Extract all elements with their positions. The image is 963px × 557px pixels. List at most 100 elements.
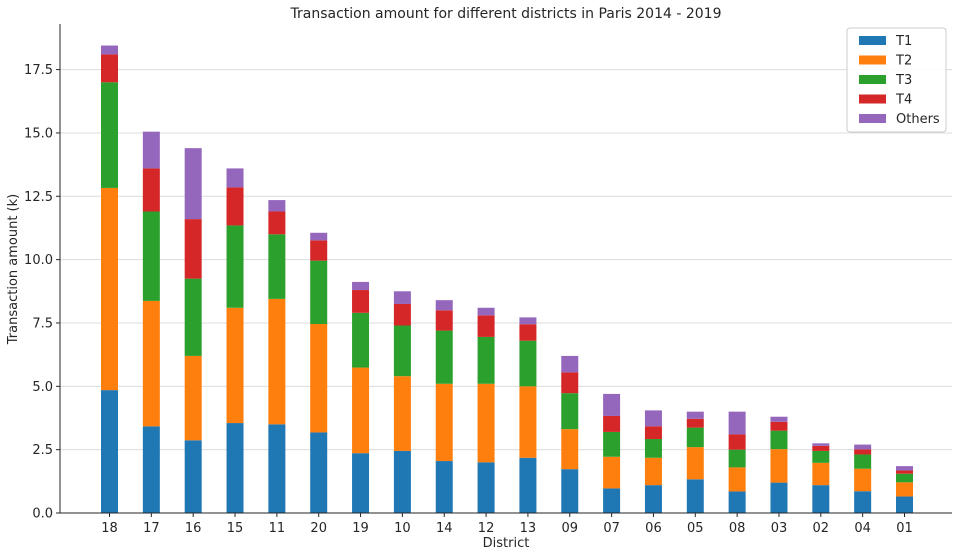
legend-frame (846, 27, 947, 133)
bar-t4-10 (393, 303, 411, 326)
y-tick-label: 17.5 (24, 63, 53, 78)
bar-t2-12 (477, 383, 495, 463)
bar-t4-07 (603, 415, 621, 432)
bar-others-20 (310, 232, 328, 241)
bar-t3-07 (603, 431, 621, 457)
x-tick-label: 19 (352, 521, 369, 536)
bar-t4-16 (184, 219, 202, 279)
legend-label-t4: T4 (895, 93, 912, 108)
bar-t1-07 (603, 488, 621, 513)
x-tick-label: 06 (645, 521, 662, 536)
bar-t3-02 (812, 450, 830, 463)
legend-label-t2: T2 (895, 54, 912, 69)
y-tick-label: 5.0 (32, 380, 53, 395)
bar-others-14 (435, 300, 453, 311)
bar-t2-17 (142, 300, 160, 427)
bar-t3-05 (686, 427, 704, 448)
bar-t3-09 (561, 393, 579, 430)
x-tick-label: 14 (436, 521, 453, 536)
bar-t1-04 (854, 491, 872, 513)
bar-t3-10 (393, 325, 411, 377)
x-tick-label: 05 (687, 521, 704, 536)
bar-t4-05 (686, 418, 704, 428)
bar-t1-05 (686, 479, 704, 513)
legend: T1 T2 T3 T4 Others (846, 27, 947, 133)
bar-others-11 (268, 200, 286, 212)
bar-t1-03 (770, 482, 788, 513)
x-tick-label: 07 (603, 521, 620, 536)
bar-t3-04 (854, 454, 872, 469)
bar-t2-18 (101, 187, 118, 391)
x-tick-label: 12 (478, 521, 495, 536)
x-tick-label: 04 (854, 521, 871, 536)
bar-t3-13 (519, 340, 537, 387)
bar-others-17 (142, 131, 160, 169)
bar-t3-12 (477, 336, 495, 384)
bar-others-05 (686, 411, 704, 419)
bar-t4-20 (310, 240, 328, 261)
bar-t2-01 (896, 482, 913, 497)
bar-t3-17 (142, 211, 160, 301)
bar-t3-14 (435, 330, 453, 384)
bar-others-01 (896, 466, 913, 471)
x-tick-label: 18 (101, 521, 118, 536)
axes (59, 24, 952, 514)
x-axis-label: District (483, 536, 530, 551)
bar-t4-15 (226, 187, 244, 226)
x-tick-label: 08 (729, 521, 746, 536)
x-ticks: 18 17 16 15 11 20 19 10 14 12 13 09 07 06 05 08 03 02 04 01 (101, 513, 913, 536)
bar-t1-14 (435, 461, 453, 513)
bar-t3-15 (226, 225, 244, 308)
bar-t2-06 (644, 457, 662, 486)
y-tick-label: 12.5 (24, 190, 53, 205)
bar-others-07 (603, 393, 621, 416)
bar-t3-18 (101, 82, 118, 188)
bar-t4-04 (854, 449, 872, 455)
bars (101, 45, 913, 513)
bar-t3-08 (728, 449, 746, 468)
bar-t1-16 (184, 440, 202, 513)
legend-swatch-others (859, 114, 886, 123)
legend-swatch-t1 (859, 36, 886, 45)
bar-t4-17 (142, 168, 160, 212)
bar-others-16 (184, 148, 202, 220)
bar-t3-03 (770, 430, 788, 450)
bar-t1-19 (352, 453, 370, 513)
bar-t2-20 (310, 323, 328, 433)
x-tick-label: 01 (896, 521, 913, 536)
x-tick-label: 16 (185, 521, 202, 536)
legend-swatch-t2 (859, 55, 886, 65)
bar-t4-01 (896, 470, 913, 474)
bar-t1-17 (142, 426, 160, 513)
bar-t1-06 (644, 485, 662, 513)
bar-t2-05 (686, 447, 704, 480)
legend-label-others: Others (896, 112, 940, 127)
x-tick-label: 03 (771, 521, 788, 536)
bar-others-04 (854, 444, 872, 450)
y-tick-label: 10.0 (24, 253, 53, 268)
bar-others-10 (393, 291, 411, 304)
bar-t4-12 (477, 315, 495, 337)
x-tick-label: 15 (227, 521, 244, 536)
y-ticks: 0.0 2.5 5.0 7.5 10.0 12.5 15.0 17.5 (24, 63, 60, 522)
y-tick-label: 2.5 (32, 443, 53, 458)
bar-t1-13 (519, 457, 537, 513)
bar-t2-15 (226, 307, 244, 424)
bar-t1-15 (226, 423, 244, 513)
bar-t4-02 (812, 445, 830, 451)
x-tick-label: 17 (143, 521, 160, 536)
bar-t4-19 (352, 290, 370, 313)
bar-others-08 (728, 411, 746, 435)
bar-t4-13 (519, 324, 537, 341)
bar-others-13 (519, 317, 537, 325)
bar-t4-18 (101, 54, 118, 83)
bar-others-12 (477, 307, 495, 316)
bar-others-15 (226, 168, 244, 188)
bar-t4-14 (435, 310, 453, 331)
bar-t2-09 (561, 429, 579, 470)
bar-t2-11 (268, 298, 286, 425)
y-tick-label: 0.0 (32, 507, 53, 522)
bar-t2-14 (435, 383, 453, 462)
bar-t1-20 (310, 432, 328, 513)
